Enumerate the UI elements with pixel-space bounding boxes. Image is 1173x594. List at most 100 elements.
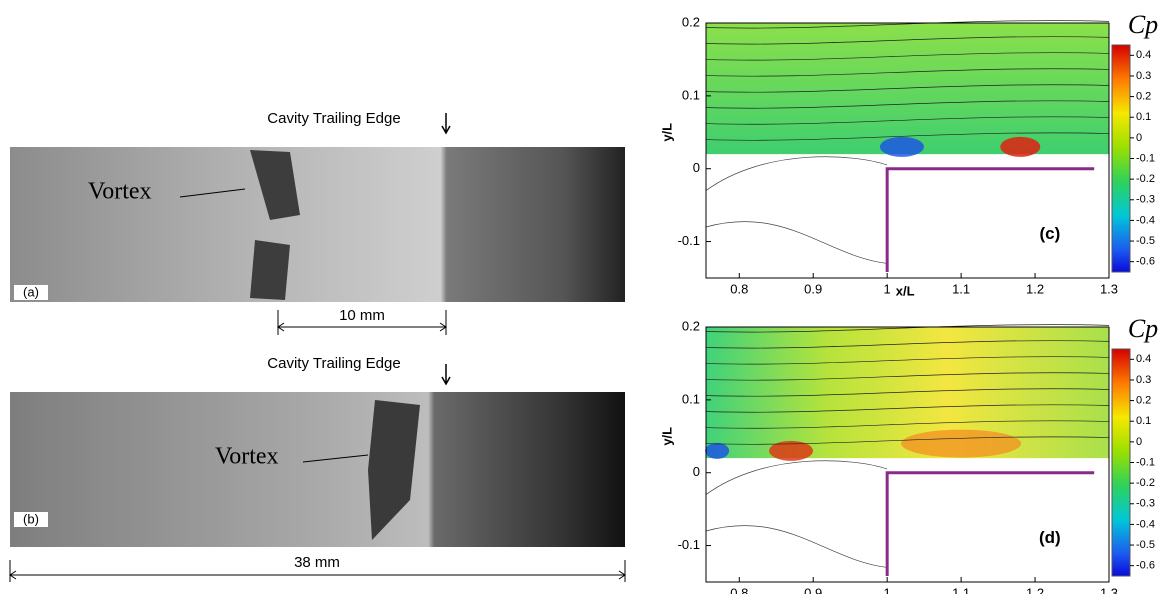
photo <box>10 147 625 302</box>
streamline <box>705 84 1110 93</box>
streamline <box>705 420 1110 429</box>
streamline <box>705 388 1110 397</box>
y-axis-label: y/L <box>659 123 674 142</box>
colorbar-tick-label: 0 <box>1136 132 1142 144</box>
high-pressure <box>769 440 814 461</box>
colorbar-tick-label: -0.2 <box>1136 477 1155 489</box>
colorbar-tick-label: 0.3 <box>1136 374 1151 386</box>
colorbar-tick-label: -0.3 <box>1136 194 1155 206</box>
colorbar-title: Cp <box>1128 314 1158 343</box>
streamline <box>705 52 1110 61</box>
colorbar-tick-label: 0.4 <box>1136 353 1151 365</box>
y-tick-label: 0.2 <box>682 318 700 333</box>
arrow <box>441 364 451 386</box>
y-tick-label: 0.1 <box>682 391 700 406</box>
label-box <box>14 285 48 300</box>
streamline <box>705 340 1110 349</box>
colorbar-tick-label: 0.1 <box>1136 415 1151 427</box>
x-tick-label: 1.2 <box>1026 585 1044 594</box>
vortex-label: Vortex <box>215 444 279 470</box>
colorbar-tick-label: -0.5 <box>1136 539 1155 551</box>
colorbar <box>1111 348 1131 577</box>
colorbar-tick-label: -0.3 <box>1136 498 1155 510</box>
streamline <box>705 116 1110 125</box>
streamline <box>705 356 1110 365</box>
x-tick-label: 1.2 <box>1026 281 1044 296</box>
panel-label: (b) <box>23 511 39 526</box>
x-tick-label: 1.3 <box>1100 281 1118 296</box>
colorbar-tick-label: -0.1 <box>1136 152 1155 164</box>
x-tick-label: 1 <box>884 281 891 296</box>
x-tick-label: 0.9 <box>804 585 822 594</box>
colorbar-tick-label: -0.5 <box>1136 235 1155 247</box>
high-pressure <box>901 429 1022 458</box>
x-tick-label: 0.8 <box>730 585 748 594</box>
colorbar-tick-label: 0.4 <box>1136 49 1151 61</box>
streamline <box>705 36 1110 45</box>
arrow <box>179 188 246 198</box>
streamline <box>705 372 1110 381</box>
vortex-shape <box>250 150 300 300</box>
cavity-wall <box>885 167 1095 272</box>
scale-bar <box>277 310 447 335</box>
streamline <box>705 324 1110 333</box>
x-tick-label: 1.3 <box>1100 585 1118 594</box>
vortex-label: Vortex <box>88 179 152 205</box>
scale-bar <box>9 560 626 582</box>
low-pressure <box>705 442 730 459</box>
edge-label: Cavity Trailing Edge <box>267 110 400 127</box>
low-pressure <box>879 136 924 157</box>
edge-label: Cavity Trailing Edge <box>267 355 400 372</box>
y-tick-label: -0.1 <box>678 233 700 248</box>
y-tick-label: 0.2 <box>682 14 700 29</box>
scale-label: 10 mm <box>339 307 385 324</box>
panel-label: (d) <box>1039 528 1061 547</box>
high-pressure <box>1000 136 1041 157</box>
streamline <box>705 404 1110 413</box>
streamline <box>705 20 1110 29</box>
colorbar <box>1111 44 1131 273</box>
x-tick-label: 1.1 <box>952 281 970 296</box>
colorbar-tick-label: -0.1 <box>1136 456 1155 468</box>
streamline <box>705 68 1110 77</box>
colorbar-tick-label: -0.2 <box>1136 173 1155 185</box>
x-axis-label: x/L <box>896 283 915 298</box>
panel-label: (c) <box>1039 224 1060 243</box>
photo <box>10 392 625 547</box>
panel-label: (a) <box>23 284 39 299</box>
colorbar-tick-label: 0.3 <box>1136 70 1151 82</box>
streamline <box>705 132 1110 141</box>
cavity-wall <box>885 471 1095 576</box>
recirculation <box>705 460 888 568</box>
vortex-shape <box>368 400 420 540</box>
plot-frame <box>705 22 1110 279</box>
colorbar-tick-label: -0.4 <box>1136 214 1155 226</box>
pressure-field <box>706 23 1109 155</box>
colorbar-tick-label: 0.2 <box>1136 394 1151 406</box>
arrow <box>302 454 369 463</box>
recirculation <box>705 156 888 264</box>
streamline <box>705 100 1110 109</box>
y-axis-label: y/L <box>659 427 674 446</box>
y-tick-label: 0 <box>693 464 700 479</box>
colorbar-title: Cp <box>1128 10 1158 39</box>
label-box <box>14 512 48 527</box>
x-tick-label: 0.8 <box>730 281 748 296</box>
colorbar-tick-label: 0.1 <box>1136 111 1151 123</box>
colorbar-tick-label: -0.6 <box>1136 256 1155 268</box>
streamline <box>705 436 1110 445</box>
x-tick-label: 1.1 <box>952 585 970 594</box>
pressure-field <box>706 327 1109 459</box>
arrow <box>441 113 451 135</box>
y-tick-label: 0 <box>693 160 700 175</box>
colorbar-tick-label: 0.2 <box>1136 90 1151 102</box>
colorbar-tick-label: -0.6 <box>1136 560 1155 572</box>
scale-label: 38 mm <box>294 554 340 571</box>
x-tick-label: 1 <box>884 585 891 594</box>
plot-frame <box>705 326 1110 583</box>
colorbar-tick-label: -0.4 <box>1136 518 1155 530</box>
x-tick-label: 0.9 <box>804 281 822 296</box>
y-tick-label: -0.1 <box>678 537 700 552</box>
colorbar-tick-label: 0 <box>1136 436 1142 448</box>
